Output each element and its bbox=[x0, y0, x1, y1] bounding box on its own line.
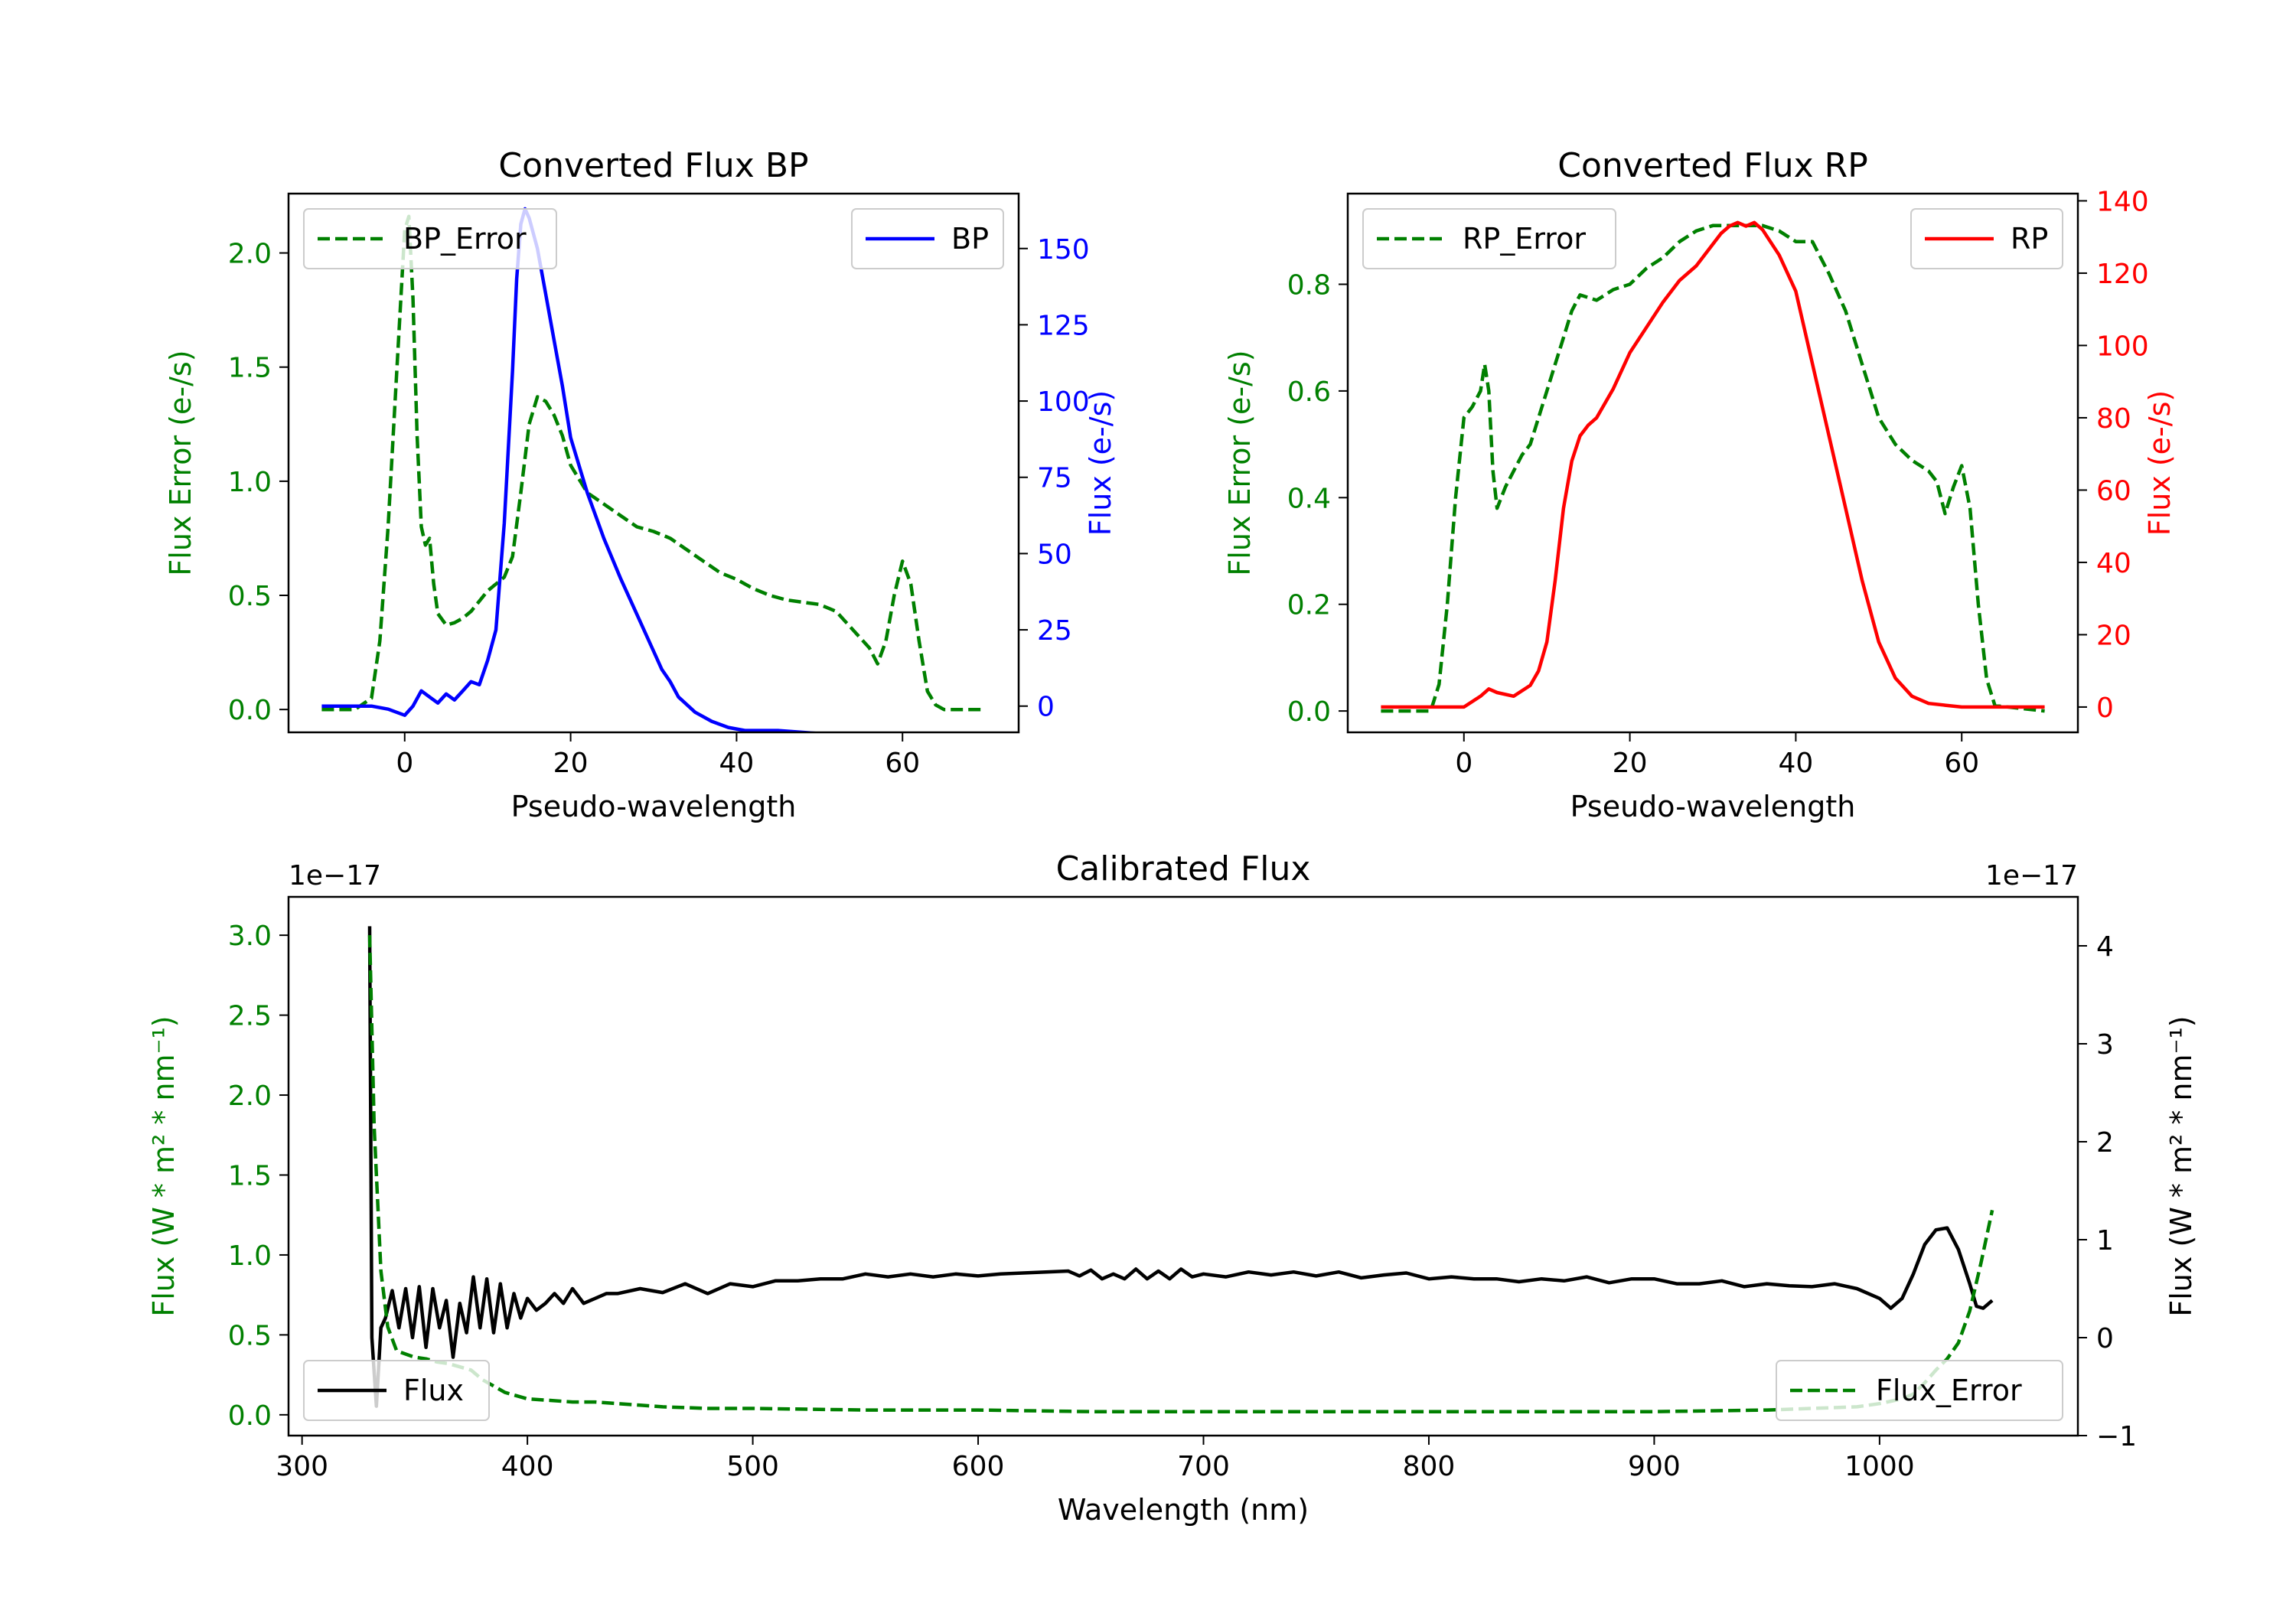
x-tick-label: 600 bbox=[952, 1451, 1005, 1482]
left-axis-label: Flux Error (e-/s) bbox=[164, 350, 197, 575]
left-axis-label: Flux (W * m² * nm⁻¹) bbox=[147, 1015, 181, 1316]
legend-label: BP bbox=[951, 222, 989, 256]
x-tick-label: 60 bbox=[1944, 748, 1979, 779]
x-tick-label: 0 bbox=[1455, 748, 1473, 779]
right-tick-label: 0 bbox=[2096, 693, 2114, 724]
x-tick-label: 40 bbox=[1779, 748, 1814, 779]
x-tick-label: 0 bbox=[396, 748, 413, 779]
x-tick-label: 1000 bbox=[1844, 1451, 1915, 1482]
x-axis-label: Wavelength (nm) bbox=[1058, 1493, 1309, 1527]
legend-box bbox=[1362, 208, 1616, 269]
right-axis-label: Flux (e-/s) bbox=[1084, 390, 1117, 536]
legend-rp: RP bbox=[1910, 208, 2063, 269]
legend-flux-error: Flux_Error bbox=[1776, 1360, 2063, 1421]
x-tick-label: 900 bbox=[1628, 1451, 1681, 1482]
series-line-rp bbox=[1381, 220, 2045, 709]
left-tick-label: 1.0 bbox=[228, 1240, 272, 1272]
right-tick-label: 60 bbox=[2096, 475, 2131, 507]
left-tick-label: 1.5 bbox=[228, 1160, 272, 1191]
right-tick-label: 0 bbox=[1037, 692, 1055, 723]
right-tick-label: 2 bbox=[2096, 1127, 2114, 1159]
right-tick-label: 3 bbox=[2096, 1029, 2114, 1061]
right-tick-label: 1 bbox=[2096, 1225, 2114, 1257]
chart-cal: 300 400 500 600 700 800 900 1000 0.0 0.5 1.0 1.5 2.0… bbox=[147, 849, 2198, 1527]
x-tick-label: 20 bbox=[1613, 748, 1648, 779]
legend-label: RP bbox=[2011, 222, 2048, 256]
right-tick-label: 50 bbox=[1037, 539, 1072, 570]
right-tick-label: 120 bbox=[2096, 259, 2149, 290]
left-tick-label: 2.5 bbox=[228, 1001, 272, 1032]
chart-rp: 0 20 40 60 0.0 0.2 0.4 0.6 0.8 0 20 40 60 80 100 120 140… bbox=[1223, 146, 2177, 823]
x-tick-label: 400 bbox=[501, 1451, 554, 1482]
right-tick-label: 80 bbox=[2096, 403, 2131, 435]
x-tick-label: 20 bbox=[553, 748, 589, 779]
series-line-rp-error bbox=[1381, 223, 2045, 713]
legend-bp: BP bbox=[851, 208, 1004, 269]
left-tick-label: 0.0 bbox=[1287, 696, 1331, 728]
left-tick-label: 0.0 bbox=[228, 1400, 272, 1432]
right-offset-text: 1e−17 bbox=[1985, 860, 2078, 892]
legend-box bbox=[303, 1360, 490, 1421]
axes-frame bbox=[287, 192, 1020, 734]
right-axis-label: Flux (e-/s) bbox=[2143, 390, 2177, 536]
right-tick-label: 4 bbox=[2096, 931, 2114, 963]
right-tick-label: −1 bbox=[2096, 1421, 2137, 1452]
legend-label: Flux_Error bbox=[1876, 1374, 2022, 1407]
x-axis-label: Pseudo-wavelength bbox=[511, 790, 797, 823]
axes-frame bbox=[1346, 192, 2079, 734]
left-offset-text: 1e−17 bbox=[289, 860, 381, 892]
left-tick-label: 0.6 bbox=[1287, 376, 1331, 408]
chart-bp: 0 20 40 60 0.0 0.5 1.0 1.5 2.0 0 25 50 75 100 125 150 Co… bbox=[164, 146, 1117, 823]
legend-flux: Flux bbox=[303, 1360, 490, 1421]
right-tick-label: 100 bbox=[1037, 386, 1090, 418]
legend-label: Flux bbox=[403, 1374, 464, 1407]
left-tick-label: 2.0 bbox=[228, 239, 272, 270]
left-axis-label: Flux Error (e-/s) bbox=[1223, 350, 1257, 575]
legend-label: BP_Error bbox=[403, 222, 527, 256]
series-line-bp bbox=[321, 207, 827, 732]
x-tick-label: 800 bbox=[1403, 1451, 1456, 1482]
right-tick-label: 0 bbox=[2096, 1323, 2114, 1354]
chart-title: Calibrated Flux bbox=[1056, 849, 1311, 888]
left-tick-label: 0.5 bbox=[228, 581, 272, 612]
right-tick-label: 25 bbox=[1037, 615, 1072, 647]
chart-title: Converted Flux RP bbox=[1557, 146, 1868, 185]
x-tick-label: 700 bbox=[1177, 1451, 1230, 1482]
left-tick-label: 0.0 bbox=[228, 695, 272, 726]
chart-title: Converted Flux BP bbox=[498, 146, 808, 185]
legend-box bbox=[303, 208, 557, 269]
left-tick-label: 2.0 bbox=[228, 1081, 272, 1112]
right-axis-label: Flux (W * m² * nm⁻¹) bbox=[2164, 1015, 2198, 1316]
left-tick-label: 1.0 bbox=[228, 467, 272, 498]
axes-frame bbox=[287, 895, 2079, 1437]
legend-label: RP_Error bbox=[1463, 222, 1586, 256]
right-tick-label: 140 bbox=[2096, 186, 2149, 217]
x-tick-label: 500 bbox=[726, 1451, 779, 1482]
left-tick-label: 0.5 bbox=[228, 1320, 272, 1351]
legend-rp-error: RP_Error bbox=[1362, 208, 1616, 269]
series-line-bp-error bbox=[321, 214, 986, 712]
right-tick-label: 100 bbox=[2096, 331, 2149, 362]
left-tick-label: 1.5 bbox=[228, 353, 272, 384]
series-line-flux-error bbox=[367, 935, 1994, 1413]
x-axis-label: Pseudo-wavelength bbox=[1570, 790, 1856, 823]
right-tick-label: 40 bbox=[2096, 548, 2131, 579]
left-tick-label: 0.4 bbox=[1287, 483, 1331, 514]
right-tick-label: 150 bbox=[1037, 234, 1090, 266]
x-tick-label: 60 bbox=[885, 748, 920, 779]
left-tick-label: 0.2 bbox=[1287, 590, 1331, 621]
x-tick-label: 300 bbox=[276, 1451, 328, 1482]
right-tick-label: 75 bbox=[1037, 463, 1072, 494]
legend-bp-error: BP_Error bbox=[303, 208, 557, 269]
left-tick-label: 3.0 bbox=[228, 921, 272, 952]
series-line-flux bbox=[367, 926, 1994, 1408]
left-tick-label: 0.8 bbox=[1287, 269, 1331, 301]
right-tick-label: 125 bbox=[1037, 310, 1090, 341]
x-tick-label: 40 bbox=[719, 748, 755, 779]
right-tick-label: 20 bbox=[2096, 620, 2131, 651]
legend-box bbox=[1776, 1360, 2063, 1421]
